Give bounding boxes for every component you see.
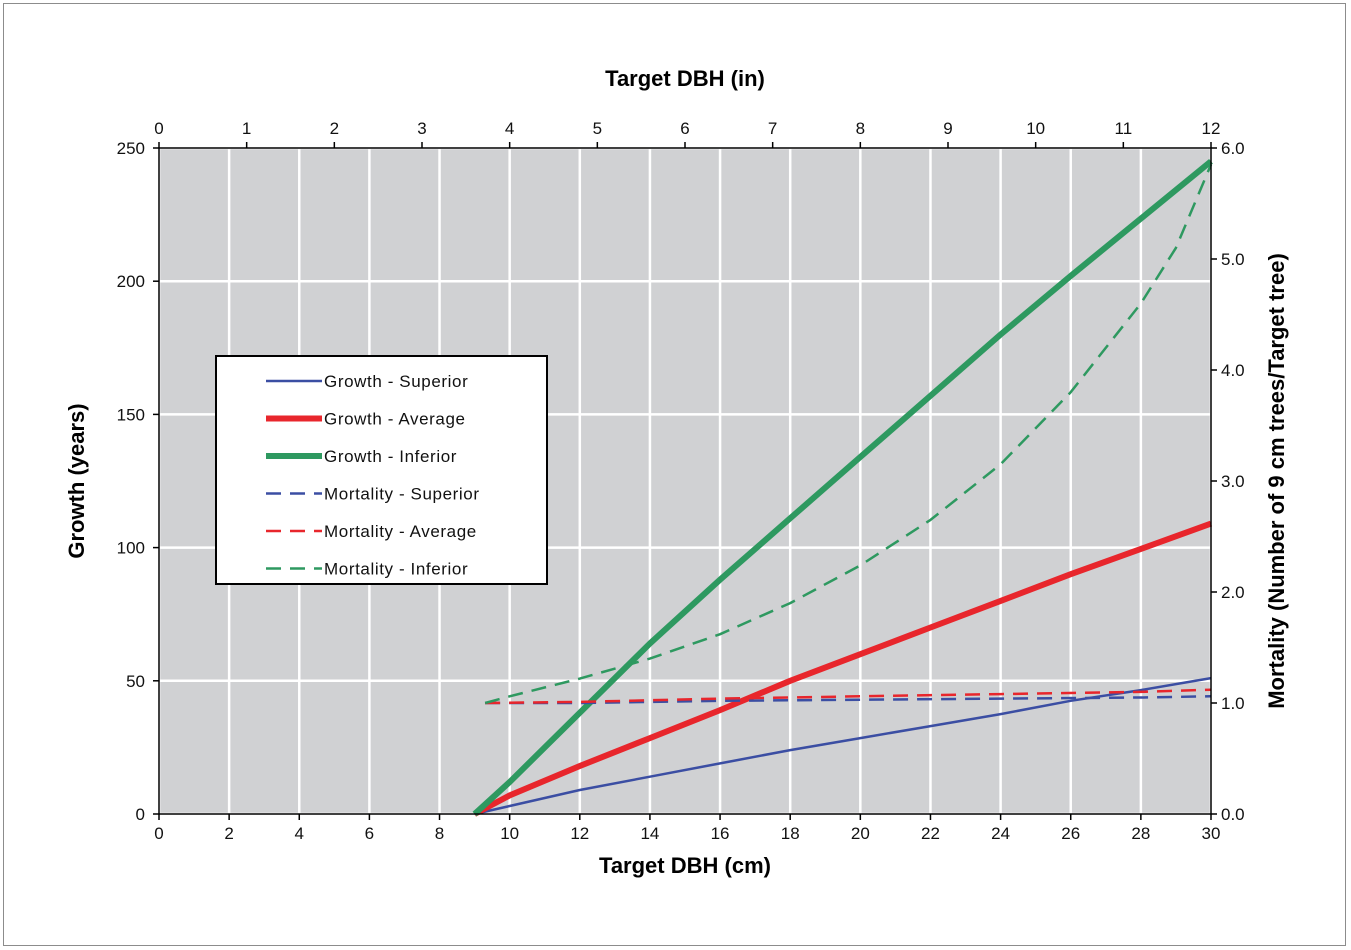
y-tick-label-1: 50 (126, 672, 145, 691)
top-axis-title: Target DBH (in) (605, 66, 765, 91)
series-line-growth-average (473, 520, 1213, 817)
y-axis-title: Growth (years) (64, 403, 89, 558)
x-tick-label-7: 14 (640, 824, 659, 843)
y2-tick-label-5: 5.0 (1221, 250, 1245, 269)
tick-marks (153, 142, 1217, 820)
y2-axis-title: Mortality (Number of 9 cm trees/Target t… (1264, 253, 1289, 709)
top-tick-label-0: 0 (154, 119, 163, 138)
chart-frame: 0 2 4 6 8 10 12 14 16 18 20 22 24 26 28 30 0 1 2 3 4 5 6 7 8 9 10 1… (3, 3, 1346, 946)
x-tick-label-4: 8 (435, 824, 444, 843)
x-tick-label-3: 6 (365, 824, 374, 843)
series-line-mortality-average (485, 688, 1212, 705)
x-tick-label-15: 30 (1202, 824, 1221, 843)
top-tick-label-12: 12 (1202, 119, 1221, 138)
legend-label-4: Mortality - Average (324, 522, 477, 541)
series-line-growth-superior (474, 676, 1212, 816)
y-tick-label-2: 100 (117, 539, 145, 558)
top-tick-label-9: 9 (943, 119, 952, 138)
top-tick-label-8: 8 (856, 119, 865, 138)
x-tick-label-8: 16 (711, 824, 730, 843)
legend-label-2: Growth - Inferior (324, 447, 457, 466)
top-tick-label-4: 4 (505, 119, 514, 138)
tick-labels: 0 2 4 6 8 10 12 14 16 18 20 22 24 26 28 300 1 2 3 4 5 6 7 8 9 10 1… (117, 119, 1245, 843)
top-tick-label-6: 6 (680, 119, 689, 138)
y2-tick-label-3: 3.0 (1221, 472, 1245, 491)
y2-tick-label-2: 2.0 (1221, 583, 1245, 602)
legend-label-5: Mortality - Inferior (324, 560, 468, 579)
x-tick-label-11: 22 (921, 824, 940, 843)
series-line-mortality-inferior (484, 164, 1213, 705)
y2-tick-label-4: 4.0 (1221, 361, 1245, 380)
y-tick-label-3: 150 (117, 405, 145, 424)
legend-label-3: Mortality - Superior (324, 485, 480, 504)
x-tick-label-10: 20 (851, 824, 870, 843)
top-tick-label-11: 11 (1115, 119, 1133, 138)
x-tick-label-5: 10 (500, 824, 519, 843)
x-tick-label-2: 4 (295, 824, 304, 843)
legend-box (215, 355, 548, 585)
y-tick-label-4: 200 (117, 272, 145, 291)
x-tick-label-6: 12 (570, 824, 589, 843)
top-tick-label-5: 5 (593, 119, 602, 138)
x-tick-label-13: 26 (1061, 824, 1080, 843)
chart: 0 2 4 6 8 10 12 14 16 18 20 22 24 26 28 300 1 2 3 4 5 6 7 8 9 10 1… (64, 66, 1289, 878)
top-tick-label-3: 3 (417, 119, 426, 138)
top-tick-label-10: 10 (1026, 119, 1045, 138)
legend-label-0: Growth - Superior (324, 372, 468, 391)
y2-tick-label-1: 1.0 (1221, 694, 1245, 713)
top-tick-label-2: 2 (330, 119, 339, 138)
top-tick-label-7: 7 (768, 119, 777, 138)
y2-tick-label-0: 0.0 (1221, 805, 1245, 824)
x-tick-label-12: 24 (991, 824, 1010, 843)
y-tick-label-5: 250 (117, 139, 145, 158)
y2-tick-label-6: 6.0 (1221, 139, 1245, 158)
y-tick-label-0: 0 (136, 805, 145, 824)
x-tick-label-9: 18 (781, 824, 800, 843)
top-tick-label-1: 1 (242, 119, 251, 138)
x-tick-label-0: 0 (154, 824, 163, 843)
x-axis-title: Target DBH (cm) (599, 853, 771, 878)
legend: Growth - Superior Growth - Average Growth … (215, 355, 548, 585)
x-tick-label-14: 28 (1131, 824, 1150, 843)
series-line-mortality-superior (485, 695, 1212, 705)
series-group (472, 158, 1213, 817)
x-tick-label-1: 2 (224, 824, 233, 843)
series-line-growth-inferior (472, 158, 1213, 817)
legend-label-1: Growth - Average (324, 410, 466, 429)
